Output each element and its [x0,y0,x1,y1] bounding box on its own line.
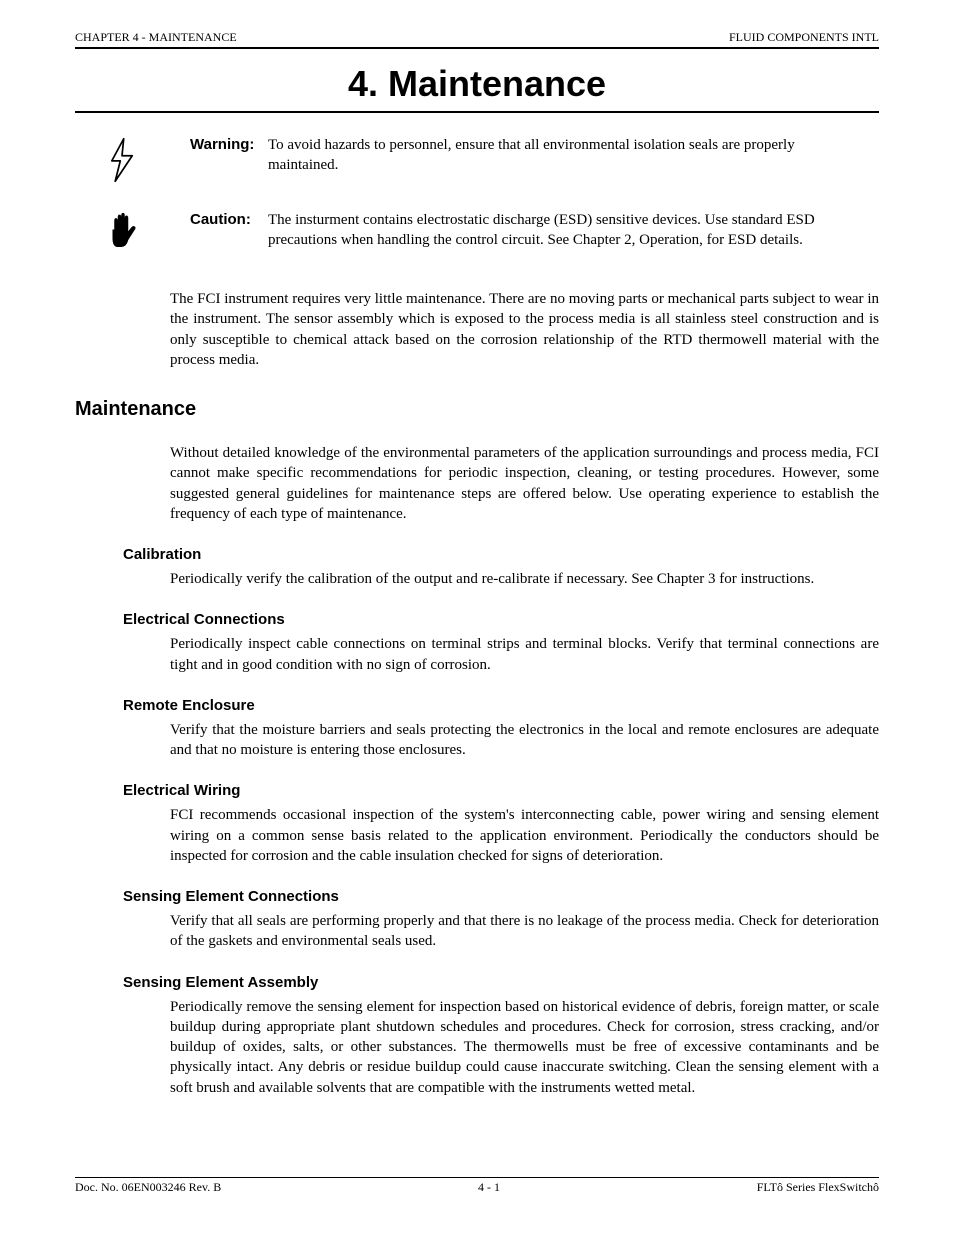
subsection-title-sensing-element-assembly: Sensing Element Assembly [75,974,879,991]
hand-icon [105,210,160,259]
intro-paragraph: The FCI instrument requires very little … [75,289,879,370]
lightning-icon [105,135,160,188]
subsection-title-remote-enclosure: Remote Enclosure [75,697,879,714]
subsection-text-sensing-element-connections: Verify that all seals are performing pro… [75,911,879,952]
caution-notice: Caution: The insturment contains electro… [75,210,879,259]
header-right: FLUID COMPONENTS INTL [729,30,879,45]
page-footer: Doc. No. 06EN003246 Rev. B 4 - 1 FLTô Se… [75,1177,879,1195]
subsection-text-sensing-element-assembly: Periodically remove the sensing element … [75,997,879,1098]
footer-right: FLTô Series FlexSwitchô [757,1180,879,1195]
footer-center: 4 - 1 [478,1180,500,1195]
section-heading-maintenance: Maintenance [75,398,879,421]
subsection-text-calibration: Periodically verify the calibration of t… [75,569,879,589]
warning-notice: Warning: To avoid hazards to personnel, … [75,135,879,188]
header-left: CHAPTER 4 - MAINTENANCE [75,30,237,45]
subsection-text-remote-enclosure: Verify that the moisture barriers and se… [75,720,879,761]
footer-left: Doc. No. 06EN003246 Rev. B [75,1180,221,1195]
caution-label: Caution: [190,210,268,251]
subsection-text-electrical-wiring: FCI recommends occasional inspection of … [75,805,879,866]
warning-label: Warning: [190,135,268,176]
caution-body: Caution: The insturment contains electro… [160,210,879,251]
page-title: 4. Maintenance [75,49,879,113]
subsection-title-sensing-element-connections: Sensing Element Connections [75,888,879,905]
warning-text: To avoid hazards to personnel, ensure th… [268,135,879,176]
subsection-title-electrical-wiring: Electrical Wiring [75,782,879,799]
subsection-text-electrical-connections: Periodically inspect cable connections o… [75,634,879,675]
warning-body: Warning: To avoid hazards to personnel, … [160,135,879,176]
subsection-title-electrical-connections: Electrical Connections [75,611,879,628]
page-header: CHAPTER 4 - MAINTENANCE FLUID COMPONENTS… [75,30,879,47]
section-intro: Without detailed knowledge of the enviro… [75,443,879,524]
caution-text: The insturment contains electrostatic di… [268,210,879,251]
subsection-title-calibration: Calibration [75,546,879,563]
